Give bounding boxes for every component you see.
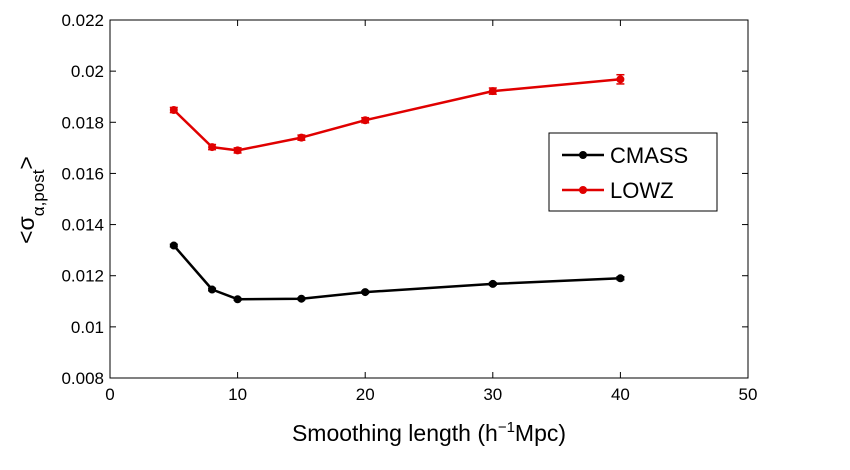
data-point-lowz (233, 146, 242, 155)
y-tick-label: 0.016 (61, 164, 104, 183)
legend-label-cmass: CMASS (610, 143, 688, 168)
legend-marker-lowz (579, 186, 587, 194)
data-point-cmass (169, 241, 178, 250)
y-tick-label: 0.022 (61, 11, 104, 30)
data-point-cmass (488, 279, 497, 288)
series-lowz (169, 73, 625, 155)
y-tick-label: 0.018 (61, 113, 104, 132)
data-point-cmass (616, 274, 625, 283)
x-tick-label: 30 (483, 385, 502, 404)
legend: CMASS LOWZ (548, 132, 718, 212)
legend-box (548, 132, 718, 212)
data-point-lowz (616, 75, 625, 84)
y-axis-label: <σα,post> (13, 156, 48, 244)
data-point-lowz (297, 133, 306, 142)
data-point-lowz (488, 87, 497, 96)
x-tick-label: 50 (739, 385, 758, 404)
x-tick-label: 0 (105, 385, 114, 404)
y-tick-label: 0.008 (61, 369, 104, 388)
y-axis: 0.008 0.01 0.012 0.014 0.016 0.018 0.02 0.022 (61, 11, 748, 388)
series-cmass (169, 241, 625, 304)
x-tick-label: 40 (611, 385, 630, 404)
data-point-cmass (233, 295, 242, 304)
y-tick-label: 0.012 (61, 267, 104, 286)
series-layer (169, 73, 625, 304)
data-point-cmass (208, 285, 217, 294)
y-tick-label: 0.02 (71, 62, 104, 81)
y-tick-label: 0.014 (61, 216, 104, 235)
legend-marker-cmass (579, 151, 587, 159)
x-axis: 0 10 20 30 40 50 (105, 20, 757, 404)
data-point-lowz (208, 143, 217, 152)
y-tick-label: 0.01 (71, 318, 104, 337)
x-tick-label: 20 (356, 385, 375, 404)
data-point-lowz (361, 116, 370, 125)
data-point-lowz (169, 106, 178, 115)
x-axis-label: Smoothing length (h−1Mpc) (292, 419, 566, 446)
x-tick-label: 10 (228, 385, 247, 404)
data-point-cmass (297, 294, 306, 303)
data-point-cmass (361, 288, 370, 297)
legend-label-lowz: LOWZ (610, 178, 674, 203)
